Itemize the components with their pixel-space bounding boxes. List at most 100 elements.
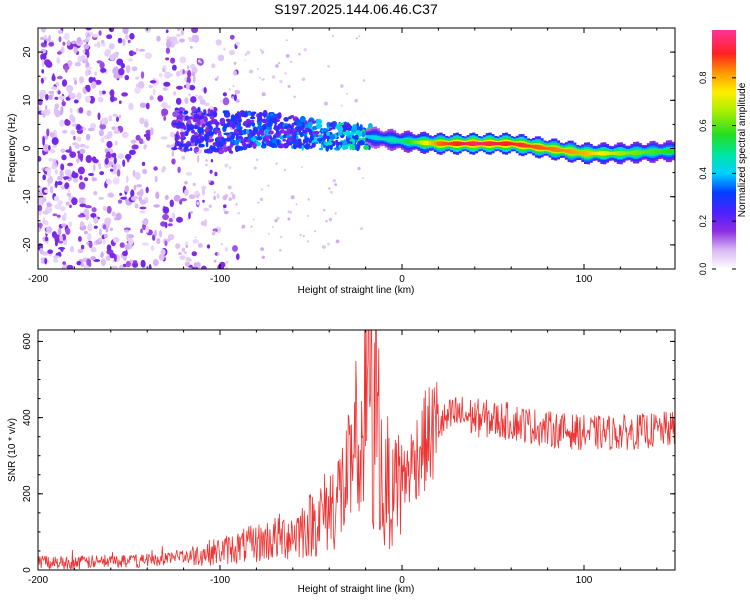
spectrogram-blob [145,102,150,110]
spectrogram-blob [119,242,125,248]
spectrogram-blob [63,176,70,180]
spectrogram-blob [82,49,86,54]
spectrogram-band-cell [409,139,413,144]
spectrogram-blob [337,122,344,126]
spectrogram-blob [220,266,225,269]
spectrogram-blob [89,31,94,36]
spectrogram-blob [249,116,256,120]
spectrogram-blob [65,227,71,235]
spectrogram-blob [266,139,270,147]
spectrogram-blob [169,131,176,138]
spectrogram-blob [213,191,216,194]
spectrogram-blob [40,77,45,84]
spectrogram-blob [60,163,65,171]
spectrogram-blob [351,144,355,151]
spectrogram-blob [57,29,63,34]
spectrogram-blob [231,122,236,130]
spectrogram-blob [196,155,200,163]
spectrogram-band-cell [655,149,659,154]
spectrogram-blob [67,187,71,194]
snr-xtick-label: 0 [399,575,405,586]
spectrogram-blob [225,137,232,142]
spectrogram-band-cell [439,141,443,147]
spectrogram-blob [91,156,97,163]
spectrogram-blob [132,261,139,268]
spectrogram-blob [133,184,137,191]
spectrogram-blob [255,158,259,161]
spectrogram-blob [180,122,185,126]
spectrogram-blob [186,82,190,90]
spectrogram-blob [252,218,255,221]
spectrogram-blob [121,92,128,97]
spectrogram-blob [177,147,183,150]
spectrogram-blob [201,188,205,196]
spectrogram-blob [69,204,72,208]
spectrogram-blob [152,234,156,241]
spectrogram-blob [270,143,277,149]
spectrogram-blob [76,37,82,43]
spectrogram-band-cell [573,150,577,155]
spectrogram-blob [251,137,256,142]
spectrogram-blob [204,102,210,107]
spectrogram-blob [337,131,343,136]
spectrogram-blob [53,195,60,202]
spectrogram-band-cell [365,135,369,139]
spectrogram-blob [162,67,165,73]
spectrogram-blob [222,207,226,211]
spectrogram-blob [313,230,316,233]
spectrogram-blob [71,40,77,45]
spectrogram-blob [69,92,76,100]
spectrogram-band-cell [414,140,418,144]
spectrogram-blob [272,116,278,124]
spectrogram-blob [274,123,277,130]
spectrogram-blob [120,196,127,200]
spectrogram-blob [144,52,152,59]
spectrogram-band-cell [641,150,645,154]
spectrogram-xtick-label: 0 [399,274,405,285]
spectrogram-band-cell [605,151,610,156]
spectrogram-band-cell [447,142,451,146]
spectrogram-blob [128,238,134,246]
spectrogram-blob [80,244,85,250]
spectrogram-blob [73,77,78,81]
spectrogram-blob [243,120,248,126]
spectrogram-blob [216,75,220,79]
spectrogram-blob [171,158,176,165]
spectrogram-blob [131,66,138,72]
spectrogram-blob [106,140,113,149]
spectrogram-blob [86,133,91,141]
spectrogram-band-cell [493,142,498,146]
spectrogram-blob [191,106,197,112]
spectrogram-blob [179,56,187,64]
spectrogram-blob [74,143,80,149]
spectrogram-blob [226,123,231,126]
spectrogram-blob [61,154,67,161]
spectrogram-band-cell [436,141,440,146]
spectrogram-blob [237,129,242,133]
spectrogram-blob [108,43,115,50]
spectrogram-blob [82,39,90,43]
spectrogram-blob [56,175,63,181]
spectrogram-blob [61,100,66,107]
spectrogram-band-cell [551,146,555,152]
spectrogram-blob [164,240,168,247]
spectrogram-blob [124,229,130,233]
spectrogram-blob [119,192,123,196]
spectrogram-blob [38,195,43,202]
spectrogram-blob [204,116,208,123]
spectrogram-blob [282,139,287,142]
spectrogram-blob [58,36,62,43]
spectrogram-blob [113,164,117,171]
colorbar-tick-label: 0.0 [698,263,708,276]
spectrogram-blob [93,259,101,262]
spectrogram-blob [154,229,157,237]
spectrogram-band-cell [638,150,642,155]
spectrogram-blob [132,260,138,264]
spectrogram-blob [50,185,54,194]
spectrogram-blob [150,245,155,251]
spectrogram-blob [184,181,188,185]
spectrogram-band-cell [660,149,664,153]
spectrogram-blob [279,79,283,84]
spectrogram-blob [58,247,66,250]
spectrogram-blob [109,252,116,259]
